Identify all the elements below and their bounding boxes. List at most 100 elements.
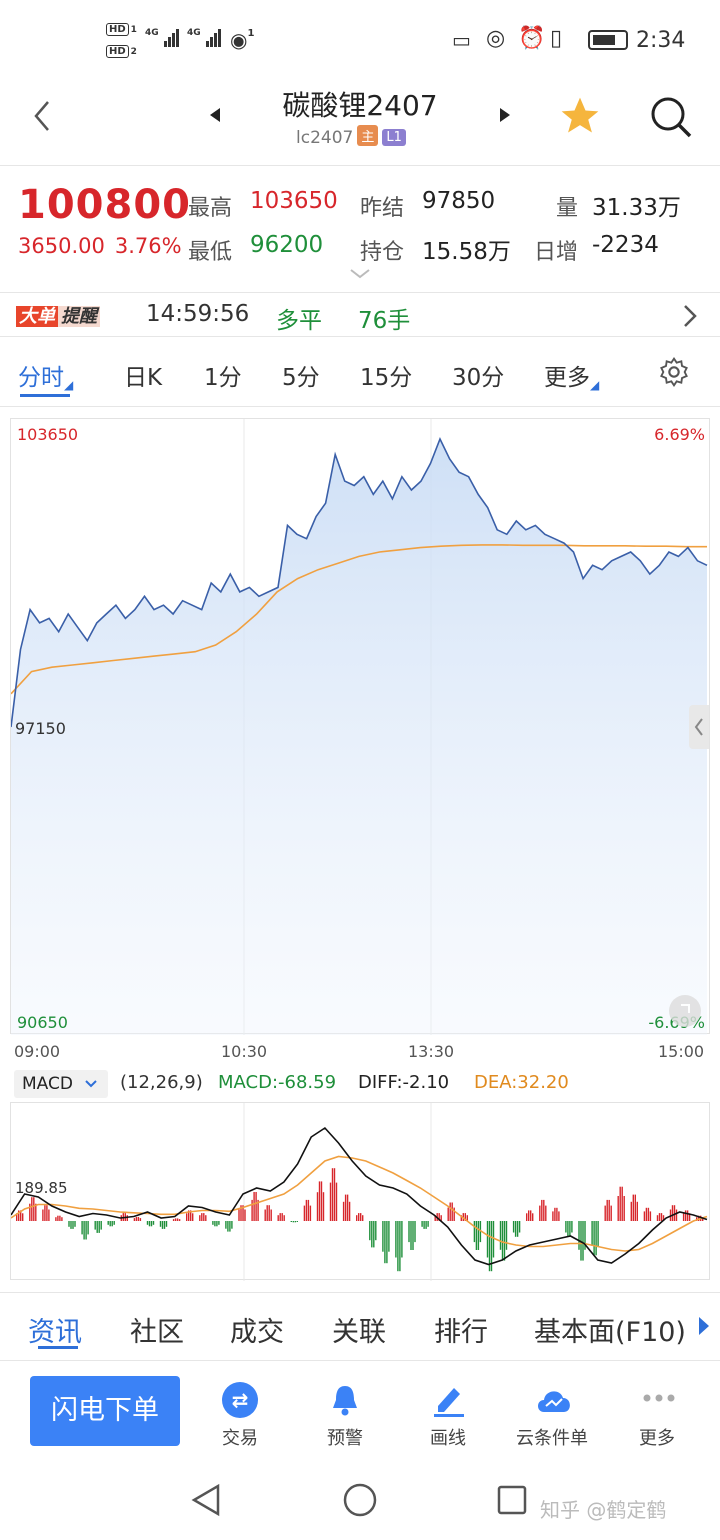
macd-histogram-bar: [569, 1221, 571, 1237]
tab-5min[interactable]: 5分: [282, 365, 320, 391]
chart-settings-button[interactable]: [658, 356, 690, 392]
macd-histogram-bar: [684, 1210, 687, 1221]
macd-histogram-bar: [399, 1221, 401, 1272]
tab-ranking[interactable]: 排行: [434, 1317, 488, 1348]
macd-histogram-bar: [186, 1213, 188, 1221]
hd2-indicator: HD 2: [106, 44, 137, 58]
macd-histogram-bar: [113, 1221, 115, 1225]
page-title: 碳酸锂2407: [282, 89, 438, 122]
flash-order-button[interactable]: 闪电下单: [30, 1376, 180, 1446]
macd-histogram-bar: [72, 1221, 74, 1229]
tab-intraday[interactable]: 分时◢: [18, 365, 74, 392]
macd-histogram-bar: [281, 1213, 283, 1221]
macd-axis-label: 189.85: [15, 1179, 68, 1197]
macd-histogram-bar: [702, 1217, 704, 1221]
price-line: [11, 436, 708, 728]
macd-histogram-bar: [688, 1213, 691, 1221]
macd-histogram-bar: [449, 1202, 451, 1221]
indicator-selector[interactable]: MACD: [14, 1070, 108, 1098]
macd-histogram-bar: [634, 1194, 636, 1221]
tab-fundamentals[interactable]: 基本面(F10): [534, 1317, 686, 1348]
macd-histogram-bar: [225, 1221, 227, 1229]
macd-histogram-bar: [499, 1221, 502, 1250]
macd-histogram-bar: [386, 1221, 388, 1264]
macd-histogram-bar: [356, 1215, 358, 1221]
expand-quote-button[interactable]: [348, 266, 372, 285]
chart-max-price: 103650: [17, 425, 79, 444]
price-change: 3650.00 3.76%: [18, 234, 182, 258]
daily-inc-value: -2234: [592, 232, 659, 258]
macd-histogram-bar: [190, 1210, 192, 1221]
macd-histogram-bar: [532, 1213, 534, 1221]
macd-histogram-bar: [42, 1209, 44, 1221]
nav-back-button[interactable]: [188, 1482, 224, 1522]
macd-histogram-bar: [244, 1209, 246, 1221]
macd-histogram-bar: [316, 1192, 319, 1221]
macd-histogram-bar: [231, 1221, 233, 1229]
macd-histogram-bar: [630, 1201, 632, 1221]
price-chart-svg: [11, 419, 708, 1035]
triangle-right-icon: [500, 108, 510, 122]
macd-histogram-bar: [382, 1221, 384, 1252]
macd-histogram-bar: [146, 1221, 149, 1225]
macd-histogram-bar: [320, 1181, 323, 1221]
tab-30min[interactable]: 30分: [452, 365, 505, 391]
macd-chart[interactable]: 189.85: [10, 1102, 710, 1281]
macd-histogram-bar: [192, 1213, 194, 1221]
macd-value: MACD:-68.59: [218, 1072, 337, 1093]
macd-histogram-bar: [346, 1194, 349, 1221]
more-tools-button[interactable]: 更多: [612, 1382, 702, 1450]
alert-button[interactable]: 预警: [300, 1382, 390, 1450]
macd-histogram-bar: [342, 1201, 345, 1221]
macd-histogram-bar: [57, 1215, 59, 1221]
daily-inc-label: 日增: [534, 240, 579, 265]
nav-home-button[interactable]: [342, 1482, 378, 1522]
tab-1min[interactable]: 1分: [204, 365, 242, 391]
macd-histogram-bar: [427, 1221, 429, 1227]
back-button[interactable]: [28, 96, 56, 136]
tab-related[interactable]: 关联: [332, 1317, 386, 1348]
macd-histogram-bar: [552, 1211, 554, 1221]
tab-daily-k[interactable]: 日K: [124, 365, 163, 391]
prev-contract-button[interactable]: [208, 106, 222, 128]
favorite-button[interactable]: [558, 94, 602, 142]
macd-histogram-bar: [686, 1210, 689, 1221]
cloud-order-button[interactable]: 云条件单: [507, 1382, 597, 1450]
macd-histogram-bar: [516, 1221, 519, 1237]
macd-histogram-bar: [473, 1221, 476, 1243]
divider: [0, 1360, 720, 1361]
tabs-scroll-right[interactable]: [698, 1316, 710, 1340]
chart-side-toggle[interactable]: [689, 705, 709, 749]
alert-more-button[interactable]: [680, 302, 700, 334]
trade-button[interactable]: ⇄ 交易: [195, 1382, 285, 1450]
macd-histogram-bar: [597, 1221, 599, 1246]
macd-histogram-bar: [201, 1213, 203, 1221]
tab-15min[interactable]: 15分: [360, 365, 413, 391]
draw-line-button[interactable]: 画线: [403, 1382, 493, 1450]
macd-histogram-bar: [464, 1213, 466, 1221]
nav-recents-button[interactable]: [496, 1484, 528, 1520]
macd-histogram-bar: [242, 1205, 244, 1221]
tab-news[interactable]: 资讯: [28, 1317, 82, 1348]
macd-histogram-bar: [240, 1205, 242, 1221]
macd-histogram-bar: [643, 1211, 646, 1221]
next-contract-button[interactable]: [498, 106, 512, 128]
macd-histogram-bar: [486, 1221, 489, 1258]
tab-more[interactable]: 更多◢: [544, 365, 600, 392]
open-interest-label: 持仓: [360, 240, 405, 265]
fullscreen-button[interactable]: [669, 995, 701, 1027]
intraday-chart[interactable]: 103650 6.69% 97150 90650 -6.69%: [10, 418, 710, 1035]
search-button[interactable]: [648, 94, 694, 144]
chart-min-price: 90650: [17, 1013, 68, 1032]
macd-histogram-bar: [59, 1215, 61, 1221]
tab-trades[interactable]: 成交: [230, 1317, 284, 1348]
macd-histogram-bar: [362, 1215, 364, 1221]
macd-histogram-bar: [238, 1209, 240, 1221]
alert-type: 多平: [276, 308, 322, 334]
clock: 2:34: [636, 28, 686, 53]
macd-histogram-bar: [477, 1221, 480, 1250]
macd-histogram-bar: [135, 1217, 138, 1221]
divider: [0, 292, 720, 293]
pen-icon: [430, 1382, 466, 1418]
tab-community[interactable]: 社区: [130, 1317, 184, 1348]
